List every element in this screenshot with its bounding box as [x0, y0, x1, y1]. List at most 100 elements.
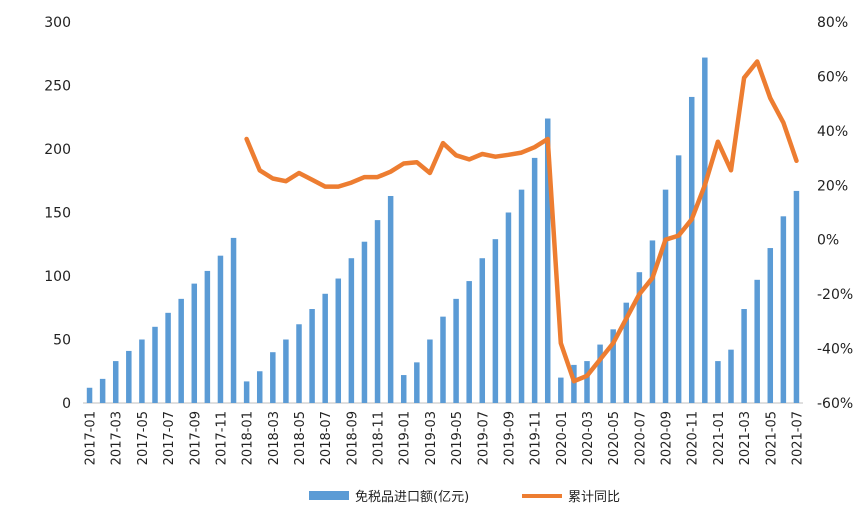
bar	[335, 278, 342, 403]
bar	[427, 339, 433, 403]
y-left-tick-label: 100	[44, 269, 71, 285]
bar	[414, 362, 420, 403]
x-tick-label: 2020-11	[686, 411, 701, 465]
series-line	[244, 59, 799, 384]
bar	[649, 240, 656, 403]
bar	[702, 57, 708, 404]
x-tick-label: 2019-05	[450, 411, 465, 465]
bar	[152, 326, 158, 403]
bar	[688, 96, 695, 404]
x-tick-label: 2019-07	[476, 411, 491, 465]
bar	[728, 349, 734, 403]
bar	[453, 298, 459, 403]
y-right-tick-label: 60%	[817, 69, 848, 85]
legend-swatch-bar	[309, 491, 349, 500]
legend-label-line: 累计同比	[568, 490, 621, 505]
y-right-tick-label: 20%	[817, 178, 848, 194]
x-tick-label: 2021-07	[790, 411, 805, 465]
y-right-tick-label: 0%	[817, 233, 839, 249]
bar	[230, 237, 237, 403]
bar	[662, 189, 669, 403]
x-tick-label: 2020-07	[633, 411, 648, 465]
x-tick-label: 2019-09	[502, 411, 517, 465]
bar	[767, 248, 774, 403]
legend-label-bar: 免税品进口额(亿元)	[355, 490, 470, 505]
bar	[243, 381, 250, 403]
bar	[479, 258, 486, 403]
x-tick-label: 2020-05	[607, 411, 622, 465]
x-tick-label: 2018-03	[267, 411, 282, 465]
x-tick-label: 2017-09	[188, 411, 203, 465]
bar	[610, 329, 616, 403]
bar	[283, 339, 289, 403]
legend-item-line: 累计同比	[522, 486, 620, 505]
x-tick-label: 2017-01	[84, 411, 99, 465]
x-tick-label: 2017-03	[110, 411, 125, 465]
bar	[361, 241, 368, 403]
bar	[165, 312, 171, 403]
y-right-tick-label: 40%	[817, 124, 848, 140]
y-right-tick-label: 80%	[817, 15, 848, 31]
bar	[754, 279, 760, 403]
chart-canvas: 0 50 100 150 200 250 300 -60% -40% -20% 0% 20% 40% 60…	[44, 15, 853, 465]
x-tick-label: 2018-09	[345, 411, 360, 465]
bar	[780, 216, 787, 403]
y-right-tick-label: -40%	[817, 342, 853, 358]
y-left-tick-label: 150	[44, 206, 71, 222]
x-tick-label: 2018-11	[372, 411, 387, 465]
bar	[793, 190, 800, 403]
x-tick-label: 2018-07	[319, 411, 334, 465]
bar	[126, 350, 132, 403]
bar	[256, 371, 263, 403]
bar	[99, 378, 106, 403]
bar	[309, 309, 315, 403]
legend-swatch-line	[522, 493, 562, 498]
x-tick-label: 2019-11	[529, 411, 544, 465]
x-tick-label: 2017-11	[214, 411, 229, 465]
y-right-tick-label: -20%	[817, 287, 853, 303]
bar	[518, 189, 525, 403]
y-left-tick-label: 250	[44, 79, 71, 95]
bar	[544, 118, 551, 404]
bar	[558, 377, 564, 403]
bar	[178, 298, 184, 403]
bar	[597, 344, 603, 403]
x-tick-label: 2021-05	[764, 411, 779, 465]
bar	[584, 361, 590, 403]
x-tick-label: 2018-01	[241, 411, 256, 465]
bar	[492, 239, 499, 403]
bar	[400, 375, 407, 403]
bar	[387, 195, 394, 403]
bar	[217, 255, 224, 403]
bar	[270, 352, 276, 403]
x-tick-label: 2020-01	[555, 411, 570, 465]
bar	[531, 157, 538, 403]
y-left-tick-label: 200	[44, 142, 71, 158]
legend: 免税品进口额(亿元) 累计同比	[0, 486, 857, 510]
bar	[296, 324, 302, 403]
bar	[374, 220, 381, 403]
y-left-tick-label: 300	[44, 15, 71, 31]
x-tick-label: 2021-01	[712, 411, 727, 465]
bar	[348, 258, 355, 403]
x-tick-label: 2020-03	[581, 411, 596, 465]
x-tick-label: 2017-07	[162, 411, 177, 465]
bar	[623, 302, 630, 403]
bar	[322, 293, 328, 403]
bar	[191, 283, 198, 403]
x-tick-label: 2019-01	[398, 411, 413, 465]
y-left-tick-label: 50	[53, 333, 71, 349]
x-tick-label: 2021-03	[738, 411, 753, 465]
x-tick-label: 2020-09	[660, 411, 675, 465]
x-tick-label: 2018-05	[293, 411, 308, 465]
x-tick-label: 2019-03	[424, 411, 439, 465]
bar	[466, 281, 472, 403]
legend-item-bar: 免税品进口额(亿元)	[309, 486, 469, 505]
y-left-tick-label: 0	[62, 396, 71, 412]
y-right-tick-label: -60%	[817, 396, 853, 412]
bar	[675, 155, 682, 403]
bar	[571, 364, 577, 403]
bar	[741, 309, 747, 403]
bar	[505, 212, 512, 403]
